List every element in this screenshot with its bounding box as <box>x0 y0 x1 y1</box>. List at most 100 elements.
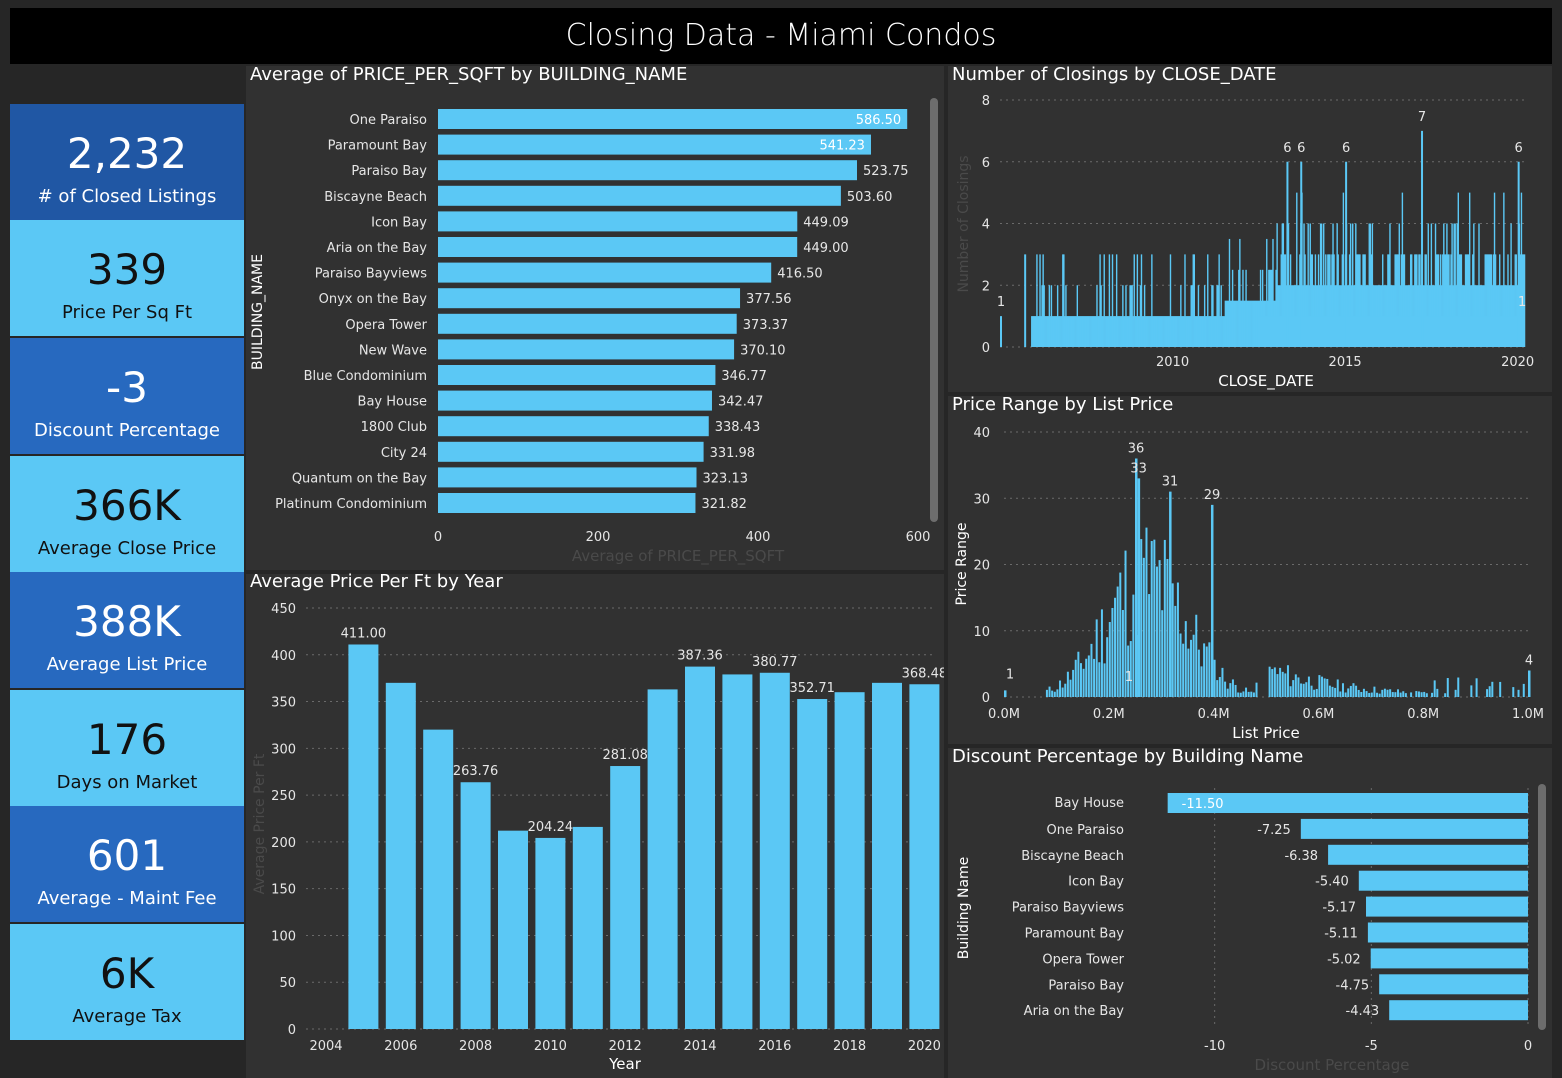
data-label: 387.36 <box>677 649 723 664</box>
bar <box>1368 692 1371 697</box>
x-tick-label: 0.0M <box>988 707 1020 722</box>
bar <box>1349 223 1352 347</box>
bar <box>1255 300 1258 347</box>
data-label: -5.40 <box>1315 875 1349 890</box>
bar <box>1448 254 1450 347</box>
bar <box>1521 316 1524 347</box>
bar <box>1072 316 1074 347</box>
bar <box>1038 316 1040 347</box>
kpi-label: Discount Percentage <box>33 420 220 441</box>
bar <box>1431 692 1434 697</box>
data-label: 7 <box>1418 110 1426 125</box>
bar <box>1318 675 1321 697</box>
category-label: Bay House <box>358 395 427 410</box>
category-label: Paraiso Bay <box>351 164 427 179</box>
data-label: 31 <box>1162 475 1179 490</box>
kpi-card[interactable]: -3 Discount Percentage <box>10 338 244 454</box>
bar <box>1123 316 1125 347</box>
price-by-year-panel[interactable]: Average Price Per Ft by Year 0 50 100 150 20… <box>246 571 944 1078</box>
bar <box>1436 254 1439 347</box>
bar <box>1116 316 1119 347</box>
bar <box>1169 254 1172 347</box>
bar <box>1176 316 1178 347</box>
y-tick-label: 8 <box>982 94 990 109</box>
bar <box>1416 254 1418 347</box>
category-label: One Paraiso <box>1047 823 1125 838</box>
bar <box>1378 693 1381 697</box>
bar <box>1049 316 1052 347</box>
bar <box>438 237 798 257</box>
bar <box>1410 692 1413 697</box>
bar <box>1331 686 1334 697</box>
bar <box>1132 594 1135 697</box>
bar <box>1082 316 1085 347</box>
bar <box>1369 223 1371 347</box>
bar <box>1142 557 1145 697</box>
kpi-label: Average Tax <box>72 1006 182 1027</box>
kpi-card[interactable]: 366K Average Close Price <box>10 456 244 572</box>
bar <box>1331 254 1333 347</box>
discount-panel[interactable]: Discount Percentage by Building Name Bui… <box>948 746 1552 1078</box>
bar <box>1415 254 1417 347</box>
bar <box>1082 668 1085 697</box>
x-tick-label: 0.6M <box>1302 707 1334 722</box>
bar <box>1287 223 1290 347</box>
kpi-value: -3 <box>106 363 148 412</box>
category-label: Onyx on the Bay <box>319 292 428 307</box>
bar <box>438 339 735 360</box>
bar <box>1108 254 1111 347</box>
bar <box>1137 478 1141 697</box>
bar <box>1099 254 1101 347</box>
bar <box>1220 285 1222 347</box>
x-tick-label: 600 <box>906 530 931 545</box>
kpi-card[interactable]: 176 Days on Market <box>10 690 244 806</box>
bar <box>1352 223 1354 347</box>
bar <box>1294 674 1297 697</box>
bar <box>1045 316 1047 347</box>
bar <box>1108 622 1111 697</box>
price-range-panel[interactable]: Price Range by List Price 0 10 20 30 40 Price… <box>948 394 1552 744</box>
bar <box>1128 316 1130 347</box>
bar <box>1242 269 1244 347</box>
bar <box>1491 681 1494 697</box>
bar <box>1064 683 1067 697</box>
bar <box>1085 316 1088 347</box>
bar <box>1152 316 1154 347</box>
bar <box>1490 254 1493 347</box>
bar <box>1116 586 1119 697</box>
y-tick-label: 2 <box>982 279 990 294</box>
kpi-card[interactable]: 339 Price Per Sq Ft <box>10 220 244 336</box>
kpi-label: Average Close Price <box>37 538 217 559</box>
bar <box>1179 633 1182 697</box>
bar <box>1190 285 1192 347</box>
bar <box>1370 692 1373 697</box>
bar <box>1447 254 1449 347</box>
bar <box>1427 223 1429 347</box>
kpi-value: 366K <box>73 481 181 530</box>
bar <box>1373 686 1376 697</box>
bar <box>1425 254 1427 347</box>
bar <box>1289 254 1292 347</box>
bar <box>1066 316 1068 347</box>
bar <box>1313 689 1316 697</box>
kpi-card[interactable]: 601 Average - Maint Fee <box>10 806 244 922</box>
y-tick-label: 400 <box>271 649 296 664</box>
data-label: 586.50 <box>856 113 902 128</box>
bar <box>1345 161 1348 347</box>
bar <box>1110 316 1113 347</box>
kpi-card[interactable]: 388K Average List Price <box>10 572 244 688</box>
kpi-card[interactable]: 6K Average Tax <box>10 924 244 1040</box>
bar <box>1487 254 1490 347</box>
bar <box>1135 458 1138 697</box>
bar <box>722 674 753 1029</box>
x-tick-label: 0.2M <box>1093 707 1125 722</box>
price-per-sqft-panel[interactable]: Average of PRICE_PER_SQFT by BUILDING_NA… <box>246 64 944 570</box>
bar <box>1409 254 1412 347</box>
bar <box>1310 254 1312 347</box>
closings-panel[interactable]: Number of Closings by CLOSE_DATE 0 2 4 6 8 Nu… <box>948 64 1552 392</box>
bar <box>1475 678 1478 697</box>
kpi-card[interactable]: 2,232 # of Closed Listings <box>10 104 244 220</box>
bar <box>1079 663 1082 697</box>
data-label: 370.10 <box>740 343 786 358</box>
bar <box>1158 316 1160 347</box>
